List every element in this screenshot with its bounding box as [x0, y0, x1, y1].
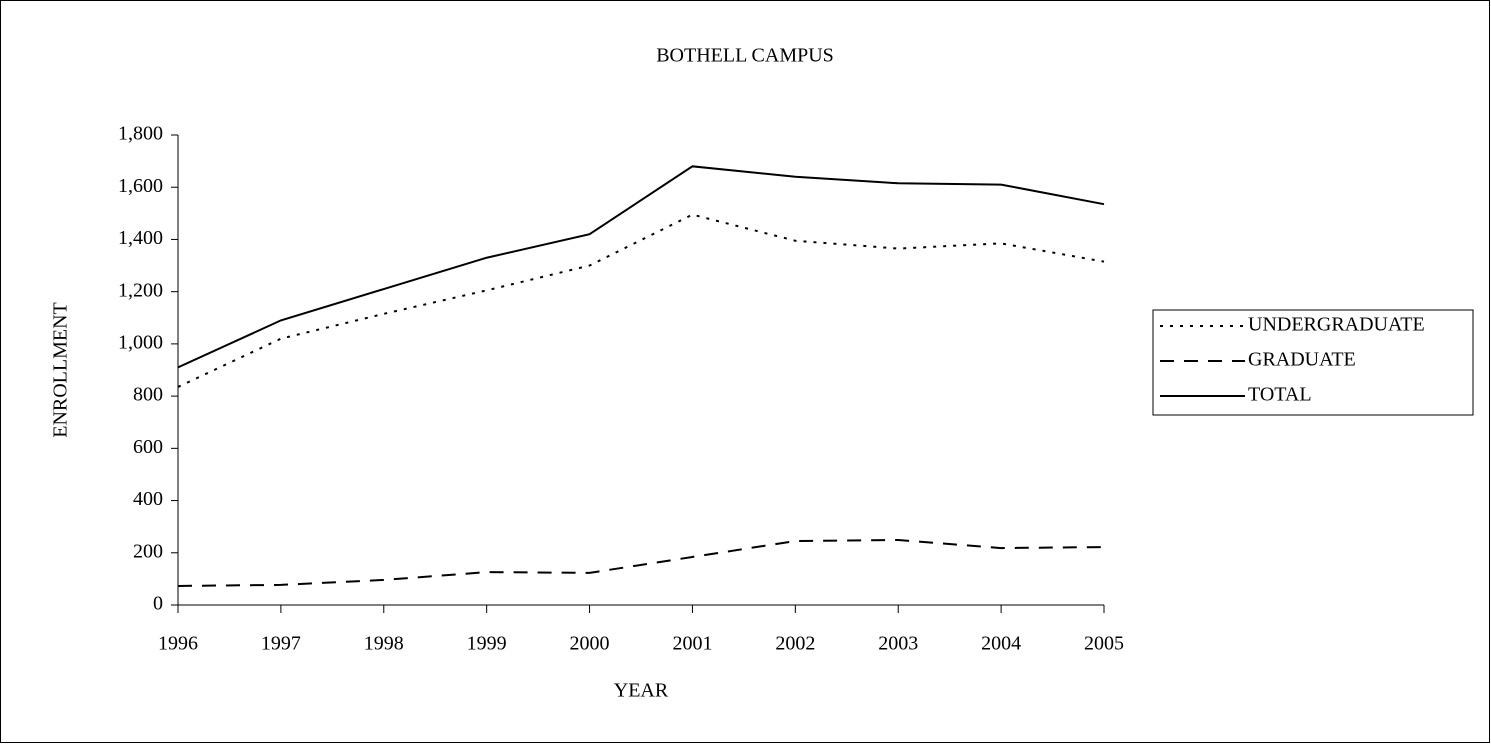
- x-tick-label: 1997: [261, 633, 301, 655]
- x-tick-label: 1999: [467, 633, 507, 655]
- y-tick-label: 400: [133, 488, 163, 510]
- legend-label: UNDERGRADUATE: [1248, 314, 1425, 336]
- series-line: [177, 538, 1105, 587]
- y-tick-label: 0: [153, 593, 163, 615]
- y-tick-label: 1,600: [118, 175, 163, 197]
- x-axis-label: YEAR: [614, 680, 669, 702]
- y-tick-label: 1,200: [118, 279, 163, 301]
- x-tick-label: 1998: [364, 633, 404, 655]
- y-axis-label: ENROLLMENT: [50, 302, 72, 438]
- series-line: [177, 165, 1105, 369]
- legend-box: [1152, 309, 1474, 416]
- y-tick-label: 1,400: [118, 227, 163, 249]
- x-tick-label: 2004: [981, 633, 1021, 655]
- chart-title: BOTHELL CAMPUS: [656, 45, 834, 67]
- x-tick-label: 2000: [570, 633, 610, 655]
- y-tick-label: 1,000: [118, 331, 163, 353]
- legend-label: GRADUATE: [1248, 349, 1356, 371]
- x-tick-label: 1996: [158, 633, 198, 655]
- y-tick-label: 1,800: [118, 123, 163, 145]
- x-tick-label: 2003: [878, 633, 918, 655]
- y-tick-label: 800: [133, 384, 163, 406]
- x-tick-label: 2001: [672, 633, 712, 655]
- y-tick-label: 200: [133, 540, 163, 562]
- legend-label: TOTAL: [1248, 384, 1312, 406]
- x-tick-label: 2005: [1084, 633, 1124, 655]
- x-tick-label: 2002: [775, 633, 815, 655]
- y-tick-label: 600: [133, 436, 163, 458]
